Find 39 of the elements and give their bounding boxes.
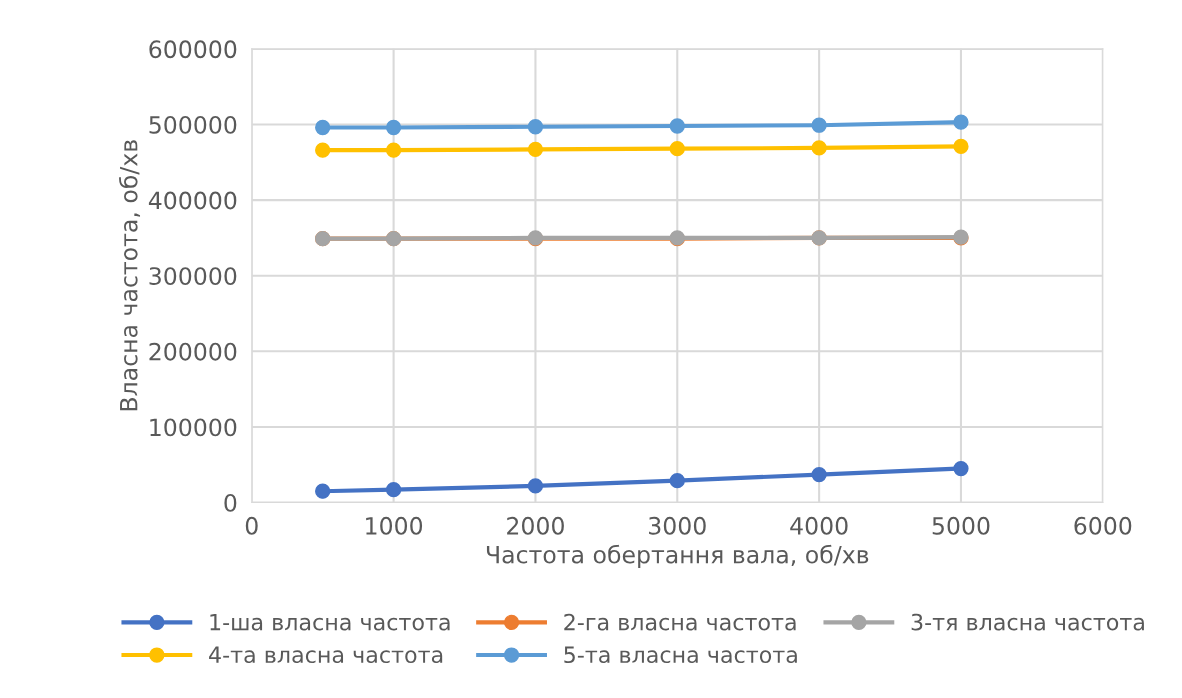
legend-label: 1-ша власна частота [210, 613, 450, 631]
point [385, 142, 402, 158]
y-tick-label: 500000 [149, 115, 237, 134]
y-tick-label: 200000 [149, 342, 237, 361]
y-tick-label: 400000 [148, 191, 237, 210]
y-tick-label: 300000 [149, 267, 237, 286]
x-tick-label: 3000 [649, 516, 706, 535]
point [527, 119, 544, 135]
y-tick-label: 100000 [150, 418, 237, 437]
x-axis-title: Частота обертання вала, об/хв [486, 544, 869, 569]
point [811, 466, 827, 483]
point [527, 478, 544, 494]
y-tick-label: 600000 [149, 40, 237, 59]
point [811, 117, 827, 133]
x-tick-label: 1000 [366, 516, 423, 535]
point [315, 119, 331, 136]
point [385, 119, 402, 136]
legend-label: 4-та власна частота [209, 646, 443, 664]
point [669, 472, 685, 489]
point [527, 141, 544, 158]
point [669, 141, 685, 157]
legend-label: 5-та власна частота [564, 646, 797, 664]
x-tick-label: 5000 [932, 516, 990, 535]
point [953, 138, 969, 155]
point [811, 140, 827, 156]
x-tick-label: 4000 [790, 516, 848, 535]
x-tick-label: 0 [245, 516, 258, 535]
point [315, 483, 331, 499]
legend-label: 2-га власна частота [564, 613, 796, 631]
point [385, 482, 402, 498]
point [315, 142, 331, 158]
x-tick-label: 2000 [507, 516, 564, 535]
x-tick-label: 6000 [1074, 516, 1132, 535]
point [953, 460, 969, 477]
point [953, 114, 969, 130]
legend-label: 3-тя власна частота [911, 613, 1144, 631]
point [669, 118, 685, 134]
y-axis-title: Власна частота, об/хв [118, 140, 141, 411]
y-tick-label: 0 [224, 494, 237, 512]
